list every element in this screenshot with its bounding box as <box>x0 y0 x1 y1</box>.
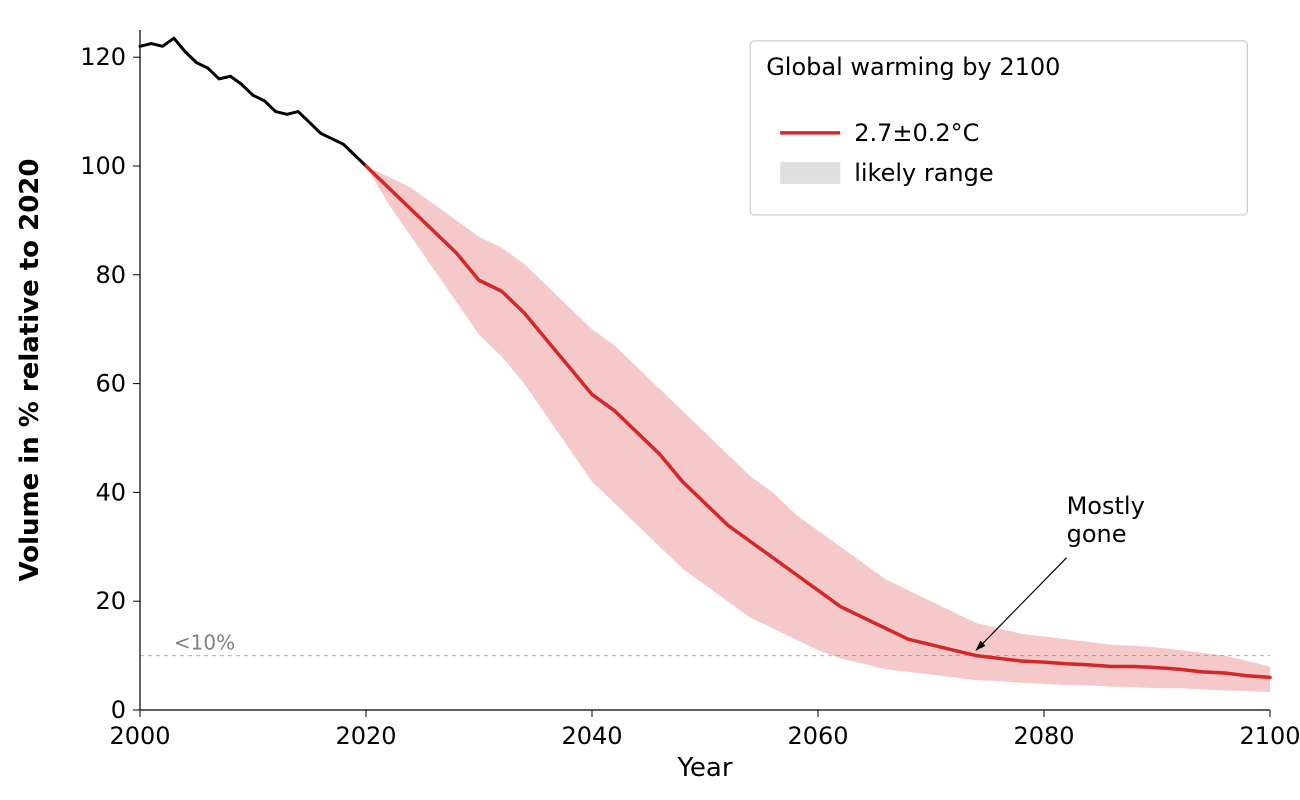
legend: Global warming by 2100 2.7±0.2°C likely ra… <box>750 41 1247 215</box>
x-tick-label: 2020 <box>335 722 396 750</box>
threshold-label: <10% <box>174 631 235 655</box>
y-tick-label: 100 <box>80 152 126 180</box>
y-tick-label: 120 <box>80 43 126 71</box>
y-tick-label: 20 <box>95 587 126 615</box>
x-tick-label: 2000 <box>109 722 170 750</box>
y-tick-label: 80 <box>95 261 126 289</box>
y-axis-label: Volume in % relative to 2020 <box>15 159 45 582</box>
x-tick-label: 2040 <box>561 722 622 750</box>
x-axis-label: Year <box>676 753 732 783</box>
chart-container: <10%200020202040206020802100020406080100… <box>0 0 1300 800</box>
x-tick-label: 2100 <box>1239 722 1300 750</box>
x-tick-label: 2080 <box>1013 722 1074 750</box>
y-tick-label: 40 <box>95 478 126 506</box>
y-tick-label: 0 <box>111 696 126 724</box>
y-tick-label: 60 <box>95 370 126 398</box>
legend-item-label: likely range <box>854 159 993 187</box>
legend-item-label: 2.7±0.2°C <box>854 119 979 147</box>
volume-chart: <10%200020202040206020802100020406080100… <box>0 0 1300 800</box>
legend-title: Global warming by 2100 <box>766 53 1060 81</box>
legend-swatch-patch <box>780 162 840 184</box>
x-tick-label: 2060 <box>787 722 848 750</box>
